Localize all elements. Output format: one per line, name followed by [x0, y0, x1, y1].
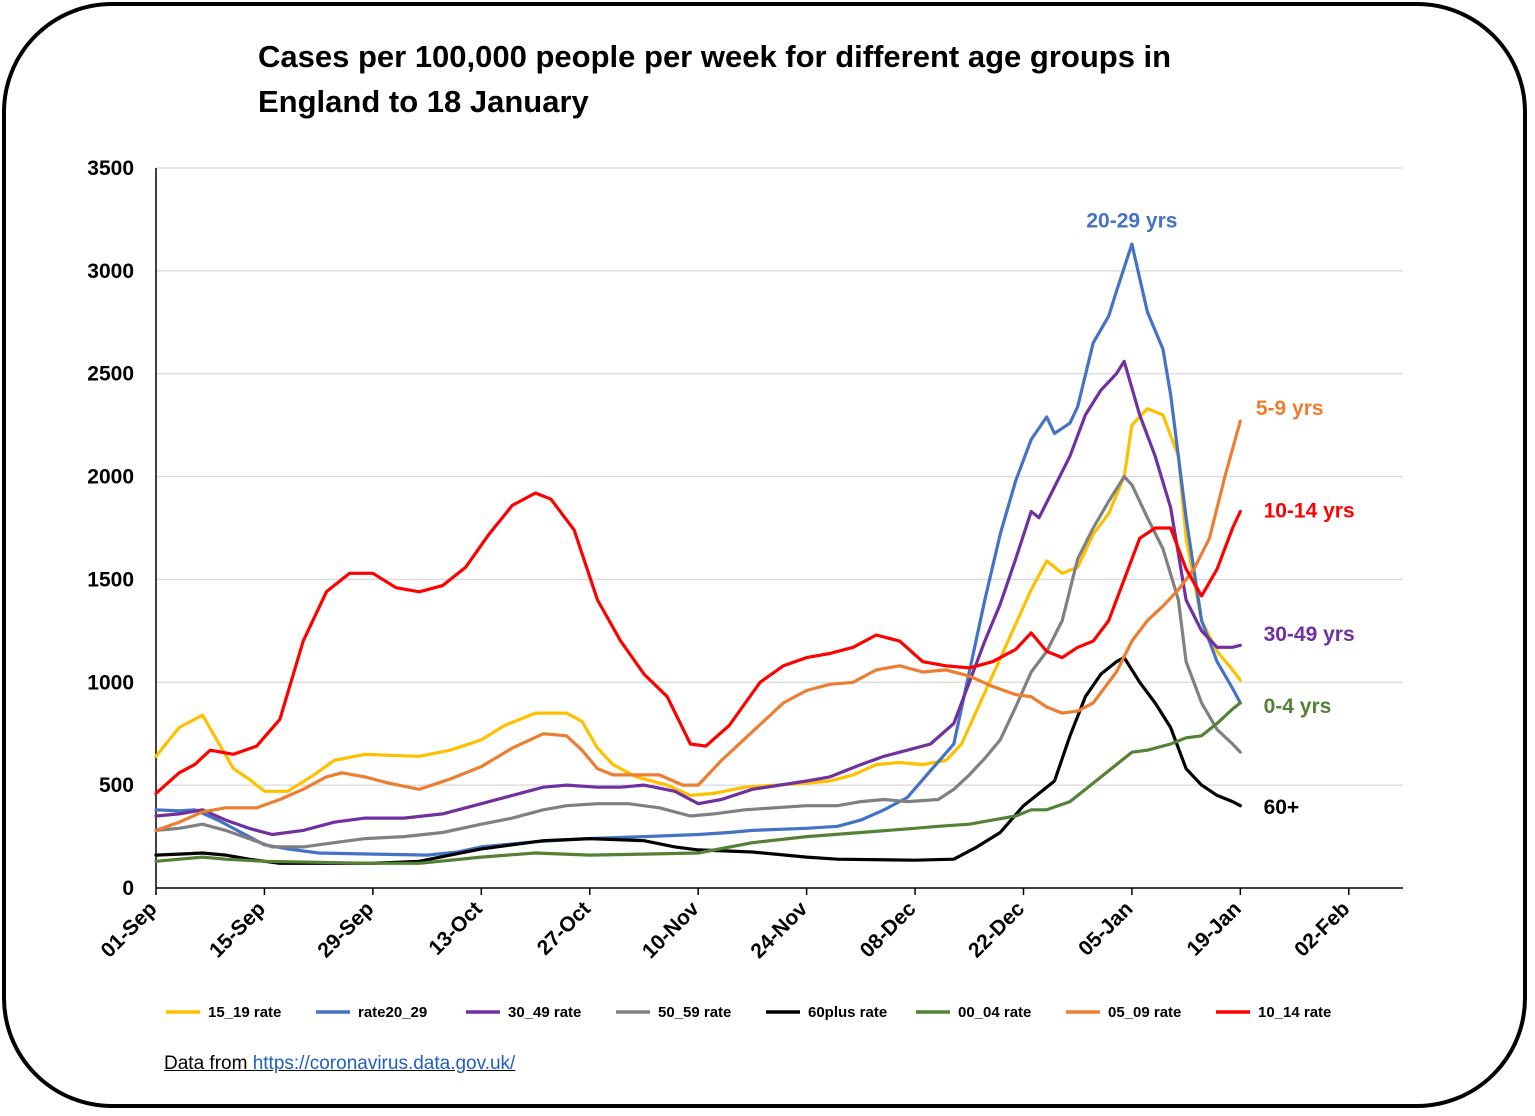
x-tick-label: 19-Jan: [1183, 897, 1246, 960]
chart-title: Cases per 100,000 people per week for di…: [258, 39, 1172, 119]
y-tick-label: 3000: [87, 260, 134, 283]
x-tick-label: 29-Sep: [313, 897, 378, 962]
legend-label: rate20_29: [358, 1004, 427, 1021]
data-source-note: Data from https://coronavirus.data.gov.u…: [164, 1053, 515, 1075]
series-line-50_59-rate: [154, 475, 1242, 849]
x-tick-label: 27-Oct: [533, 897, 595, 959]
y-tick-label: 0: [122, 877, 134, 900]
series-annotation: 30-49 yrs: [1264, 623, 1355, 646]
series-line-05_09-rate: [154, 419, 1242, 832]
series-line-rate20_29: [154, 242, 1242, 857]
x-tick-label: 10-Nov: [638, 897, 704, 963]
series-annotations: 20-29 yrs 5-9 yrs 10-14 yrs 30-49 yrs 0-4 yr…: [1086, 210, 1354, 819]
x-tick-label: 08-Dec: [856, 897, 921, 962]
x-tick-label: 01-Sep: [97, 897, 162, 962]
legend-label: 00_04 rate: [958, 1004, 1031, 1021]
legend-label: 15_19 rate: [208, 1004, 281, 1021]
series-line-10_14-rate: [154, 491, 1242, 795]
legend-label: 05_09 rate: [1108, 1004, 1181, 1021]
x-tick-label: 15-Sep: [205, 897, 270, 962]
y-axis-ticks: 0 500 1000 1500 2000 2500 3000 3500: [87, 157, 134, 900]
series-annotation: 10-14 yrs: [1264, 500, 1355, 523]
x-tick-label: 02-Feb: [1290, 897, 1354, 961]
series-annotation: 20-29 yrs: [1086, 210, 1177, 233]
series-annotation: 60+: [1264, 796, 1300, 819]
y-tick-label: 500: [99, 774, 134, 797]
source-link[interactable]: https://coronavirus.data.gov.uk/: [252, 1053, 516, 1074]
legend-label: 30_49 rate: [508, 1004, 581, 1021]
x-axis-ticks: 01-Sep 15-Sep 29-Sep 13-Oct 27-Oct 10-Nov 24-N…: [97, 888, 1354, 963]
series-annotation: 0-4 yrs: [1264, 695, 1332, 718]
series-annotation: 5-9 yrs: [1256, 397, 1324, 420]
y-tick-label: 3500: [87, 157, 134, 180]
y-tick-label: 1500: [87, 568, 134, 591]
x-tick-label: 13-Oct: [424, 897, 486, 959]
series-line-30_49-rate: [154, 359, 1242, 837]
y-tick-label: 2500: [87, 363, 134, 386]
series-line-15_19-rate: [154, 407, 1242, 797]
legend-label: 10_14 rate: [1258, 1004, 1331, 1021]
y-tick-label: 1000: [87, 671, 134, 694]
series-lines: [154, 242, 1242, 865]
source-prefix: Data from: [164, 1053, 253, 1074]
gridlines: [156, 167, 1403, 786]
axes: [155, 168, 1403, 889]
series-line-00_04-rate: [154, 701, 1242, 865]
x-tick-label: 22-Dec: [964, 897, 1029, 962]
y-tick-label: 2000: [87, 466, 134, 489]
series-line-60plus-rate: [154, 656, 1242, 865]
legend: 15_19 rate rate20_29 30_49 rate 50_59 rate 6…: [166, 1004, 1331, 1021]
legend-label: 60plus rate: [808, 1004, 887, 1021]
x-tick-label: 24-Nov: [746, 897, 812, 963]
x-tick-label: 05-Jan: [1074, 897, 1137, 960]
legend-label: 50_59 rate: [658, 1004, 731, 1021]
